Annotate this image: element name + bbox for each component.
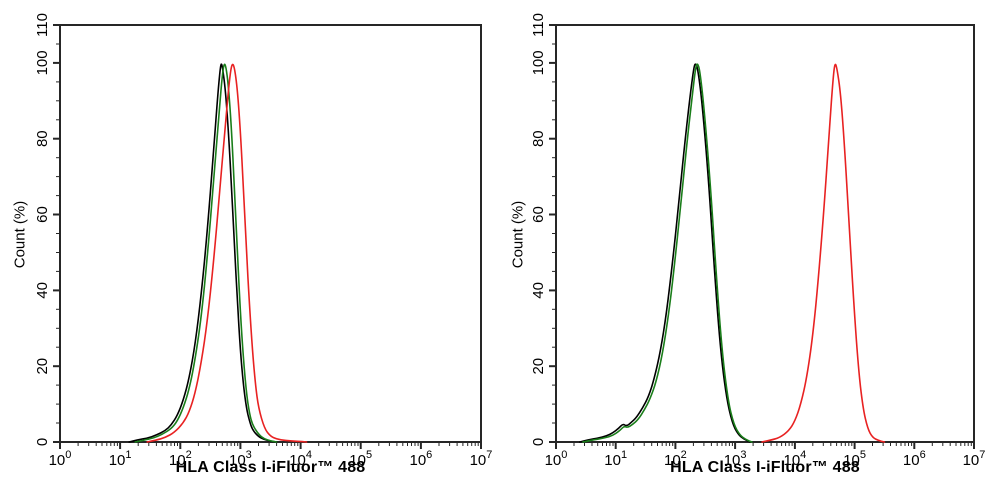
x-tick-label: 103 <box>724 449 747 469</box>
x-tick-label: 100 <box>545 449 568 469</box>
y-tick-label: 20 <box>530 358 547 375</box>
x-tick-label: 105 <box>843 449 866 469</box>
x-tick-label: 107 <box>470 449 493 469</box>
x-tick-label: 106 <box>903 449 926 469</box>
y-tick-label: 0 <box>530 438 547 446</box>
y-axis: 0 20 40 60 80 100 110 <box>34 13 60 446</box>
y-axis: 0 20 40 60 80 100 110 <box>530 13 556 446</box>
left-chart-svg: 100 101 102 103 104 105 106 107 0 20 40 60 80 100 110 <box>34 13 493 469</box>
plot-frame <box>59 24 482 443</box>
y-tick-label: 60 <box>530 206 547 223</box>
right-black-histogram-curve <box>579 63 751 443</box>
x-tick-label: 102 <box>664 449 687 469</box>
x-tick-label: 104 <box>289 449 312 469</box>
x-axis: 100 101 102 103 104 105 106 107 <box>49 442 493 469</box>
left-y-axis-title: Count (%) <box>11 200 29 269</box>
y-tick-label: 0 <box>34 438 51 446</box>
x-tick-label: 104 <box>783 449 806 469</box>
y-tick-label: 40 <box>530 282 547 299</box>
y-tick-label: 100 <box>530 50 547 75</box>
left-histogram-panel: 100 101 102 103 104 105 106 107 0 20 40 60 80 100 110 <box>34 13 493 469</box>
x-tick-label: 103 <box>229 449 252 469</box>
right-chart-svg: 100 101 102 103 104 105 106 107 0 20 40 60 80 100 110 <box>530 13 986 469</box>
x-tick-label: 101 <box>109 449 132 469</box>
y-tick-label: 80 <box>530 130 547 147</box>
y-tick-label: 40 <box>34 282 51 299</box>
x-tick-label: 101 <box>604 449 627 469</box>
y-tick-label: 20 <box>34 358 51 375</box>
right-y-axis-title: Count (%) <box>509 200 527 269</box>
x-axis: 100 101 102 103 104 105 106 107 <box>545 442 986 469</box>
left-red-histogram-curve <box>146 63 308 443</box>
x-tick-label: 106 <box>409 449 432 469</box>
x-tick-label: 102 <box>169 449 192 469</box>
y-tick-label: 110 <box>530 13 547 37</box>
right-green-histogram-curve <box>582 63 753 443</box>
y-tick-label: 110 <box>34 13 51 37</box>
y-tick-label: 80 <box>34 130 51 147</box>
x-tick-label: 105 <box>349 449 372 469</box>
left-green-histogram-curve <box>134 63 278 443</box>
right-x-axis-title: HLA Class I-iFluor™ 488 <box>670 459 860 476</box>
left-x-axis-title: HLA Class I-iFluor™ 488 <box>175 459 366 476</box>
plot-frame <box>555 24 975 443</box>
right-red-histogram-curve <box>761 63 886 443</box>
x-tick-label: 107 <box>963 449 986 469</box>
y-tick-label: 60 <box>34 206 51 223</box>
x-tick-label: 100 <box>49 449 72 469</box>
right-histogram-panel: 100 101 102 103 104 105 106 107 0 20 40 60 80 100 110 <box>497 0 994 501</box>
left-black-histogram-curve <box>128 63 278 443</box>
y-tick-label: 100 <box>34 50 51 75</box>
